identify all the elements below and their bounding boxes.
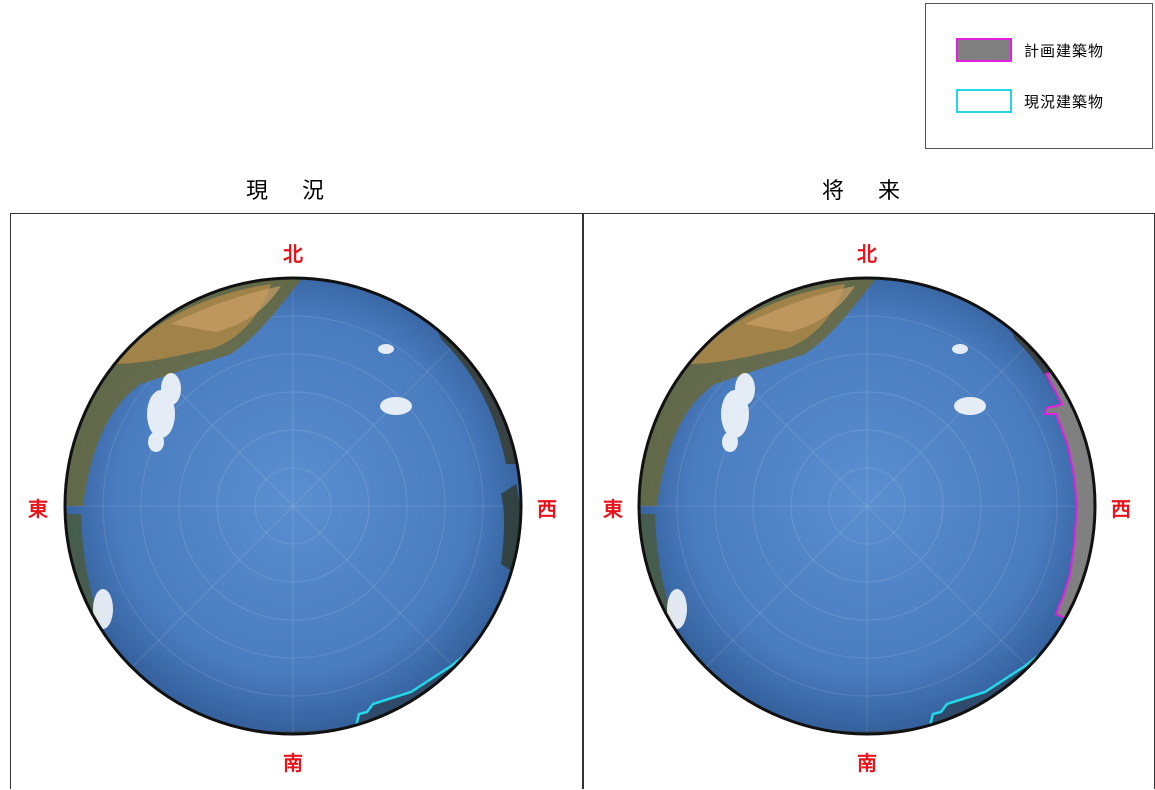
legend: 計画建築物 現況建築物: [925, 3, 1153, 149]
direction-west-future: 西: [1111, 497, 1131, 521]
legend-item-existing: 現況建築物: [956, 88, 1104, 114]
fisheye-future: [637, 276, 1097, 736]
existing-building-swatch: [956, 89, 1012, 113]
fisheye-scenery: [65, 278, 521, 734]
direction-north-future: 北: [857, 242, 877, 266]
panel-current: 北 南 東 西: [10, 213, 583, 789]
planned-building-swatch: [956, 38, 1012, 62]
direction-east-future: 東: [603, 497, 623, 521]
fisheye-rim: [63, 276, 523, 736]
panel-title-future: 将来: [821, 179, 934, 204]
fisheye-rim: [637, 276, 1097, 736]
legend-label-existing: 現況建築物: [1024, 92, 1105, 111]
direction-south-future: 南: [857, 751, 877, 775]
fisheye-current: [63, 276, 523, 736]
direction-west-current: 西: [537, 497, 557, 521]
direction-east-current: 東: [28, 497, 48, 521]
legend-label-planned: 計画建築物: [1024, 41, 1105, 60]
direction-north-current: 北: [283, 242, 303, 266]
legend-item-planned: 計画建築物: [956, 37, 1104, 63]
panel-future: 北 南 東 西: [583, 213, 1155, 789]
direction-south-current: 南: [283, 751, 303, 775]
panel-title-current: 現況: [245, 179, 358, 204]
